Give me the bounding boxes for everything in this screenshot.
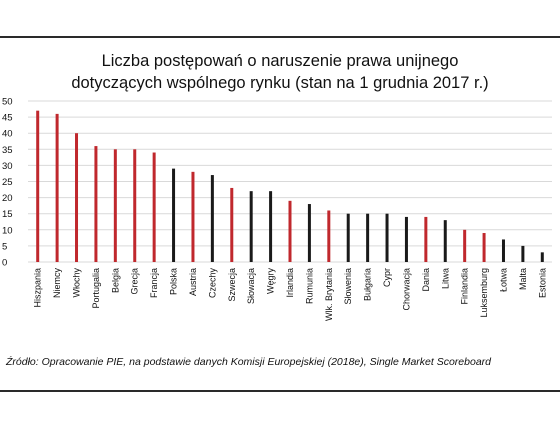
bar-czechy xyxy=(210,175,214,262)
y-tick-label: 30 xyxy=(2,161,13,172)
y-tick-label: 15 xyxy=(2,209,13,220)
bar-litwa xyxy=(443,220,447,262)
x-tick-label: Węgry xyxy=(266,268,276,295)
x-tick-label: Polska xyxy=(169,268,179,295)
x-tick-label: Wlk. Brytania xyxy=(324,268,334,321)
bar-dania xyxy=(424,216,428,262)
x-tick-label: Belgia xyxy=(110,268,120,293)
y-tick-label: 40 xyxy=(2,129,13,140)
x-tick-label: Francja xyxy=(149,268,159,298)
bottom-border xyxy=(0,390,560,392)
x-tick-label: Portugalia xyxy=(91,268,101,309)
bar-malta xyxy=(521,245,525,262)
bar-bułgaria xyxy=(366,213,370,262)
bar-hiszpania xyxy=(36,110,40,262)
x-tick-label: Słowenia xyxy=(343,268,353,305)
x-tick-label: Litwa xyxy=(440,268,450,289)
y-tick-label: 20 xyxy=(2,193,13,204)
x-tick-label: Estonia xyxy=(537,268,547,298)
bar-włochy xyxy=(75,133,79,262)
bar-finlandia xyxy=(463,229,467,262)
bar-wlk-brytania xyxy=(327,210,331,262)
bar-francja xyxy=(152,152,156,262)
x-tick-label: Cypr xyxy=(382,268,392,287)
y-tick-label: 0 xyxy=(2,258,7,269)
top-border xyxy=(0,36,560,38)
y-tick-label: 25 xyxy=(2,177,13,188)
bar-słowacja xyxy=(249,191,253,262)
x-tick-label: Słowacja xyxy=(246,268,256,304)
bar-austria xyxy=(191,171,195,262)
y-tick-label: 35 xyxy=(2,145,13,156)
x-tick-label: Grecja xyxy=(130,268,140,295)
y-tick-label: 5 xyxy=(2,241,7,252)
x-tick-label: Malta xyxy=(518,268,528,290)
x-tick-label: Hiszpania xyxy=(33,268,43,308)
y-tick-label: 45 xyxy=(2,113,13,124)
x-tick-label: Bułgaria xyxy=(363,268,373,301)
x-tick-label: Luksemburg xyxy=(479,268,489,318)
bar-grecja xyxy=(133,149,137,262)
x-tick-label: Chorwacja xyxy=(401,268,411,311)
x-tick-label: Niemcy xyxy=(52,268,62,299)
x-tick-label: Łotwa xyxy=(498,268,508,292)
x-tick-label: Włochy xyxy=(72,268,82,298)
x-tick-label: Austria xyxy=(188,268,198,296)
bar-słowenia xyxy=(346,213,350,262)
bar-luksemburg xyxy=(482,233,486,262)
y-tick-label: 50 xyxy=(2,97,13,108)
chart-title-line-1: Liczba postępowań o naruszenie prawa uni… xyxy=(101,52,459,70)
bar-estonia xyxy=(540,252,544,262)
x-tick-label: Rumunia xyxy=(304,268,314,304)
bar-polska xyxy=(172,168,176,262)
bar-rumunia xyxy=(307,204,311,262)
bar-węgry xyxy=(269,191,273,262)
x-tick-label: Szwecja xyxy=(227,268,237,302)
x-tick-label: Finlandia xyxy=(460,268,470,305)
source-note: Źródło: Opracowanie PIE, na podstawie da… xyxy=(6,356,491,368)
bar-portugalia xyxy=(94,146,98,262)
x-tick-label: Irlandia xyxy=(285,268,295,298)
y-tick-label: 10 xyxy=(2,225,13,236)
bar-irlandia xyxy=(288,200,292,262)
bar-szwecja xyxy=(230,187,234,262)
chart-title: Liczba postępowań o naruszenie prawa uni… xyxy=(0,50,560,94)
x-tick-label: Czechy xyxy=(207,268,217,299)
bar-belgia xyxy=(113,149,117,262)
bar-niemcy xyxy=(55,113,59,262)
chart-title-line-2: dotyczących wspólnego rynku (stan na 1 g… xyxy=(71,74,489,92)
bar-cypr xyxy=(385,213,389,262)
bar-łotwa xyxy=(501,239,505,262)
bar-chorwacja xyxy=(404,216,408,262)
x-tick-label: Dania xyxy=(421,268,431,292)
